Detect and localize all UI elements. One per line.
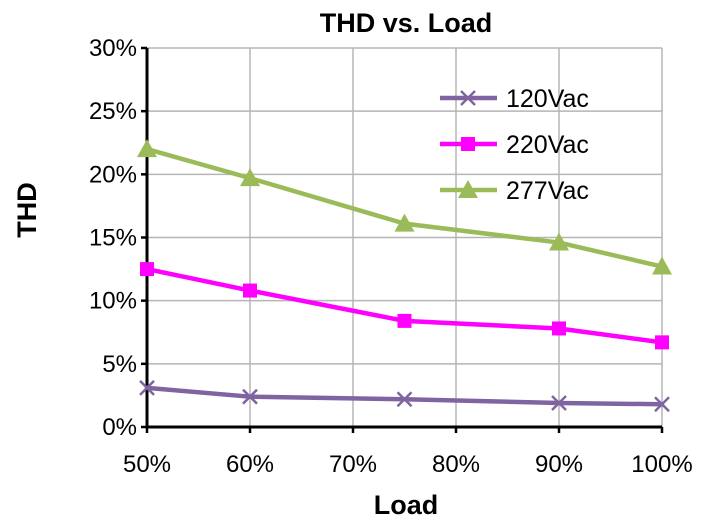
data-point-120vac [551,395,567,411]
series-line-120vac [144,385,665,407]
x-mark-stroke [139,379,155,396]
y-axis-title: THD [12,182,42,238]
series-line-220vac [144,266,665,345]
data-point-277vac [549,232,569,251]
y-tick-label: 5% [102,351,137,378]
series-line-277vac [144,146,665,269]
x-tick-label: 50% [123,451,171,478]
legend-label-120vac: 120Vac [506,85,589,113]
y-tick-label: 10% [89,288,137,315]
legend-entry-277vac: 277Vac [440,177,589,205]
series-120vac [139,379,670,413]
legend-entry-120vac: 120Vac [440,85,589,113]
legend-marker-220vac [461,137,475,151]
data-point-277vac [394,213,415,232]
legend: 120Vac 220Vac 277Vac [440,85,589,205]
series-277vac [137,139,672,275]
legend-marker-120vac [460,90,476,106]
y-tick-label: 25% [89,98,137,125]
data-point-277vac [652,256,672,275]
y-tick-label: 15% [89,225,137,252]
data-point-120vac [396,391,413,408]
x-tick-label: 100% [631,451,692,478]
x-mark-stroke [654,396,670,413]
data-point-277vac [137,139,157,158]
data-point-120vac [139,379,155,396]
y-tick-label: 20% [89,161,137,188]
series-220vac [140,262,669,350]
legend-label-277vac: 277Vac [506,177,589,205]
legend-marker-277vac [458,180,478,198]
x-mark-stroke [460,90,476,106]
x-tick-label: 90% [535,451,583,478]
grid-lines [147,47,663,427]
data-point-120vac [654,396,670,413]
data-point-120vac [242,388,258,405]
data-point-220vac [552,321,566,336]
data-point-220vac [140,262,154,277]
x-axis-title: Load [374,490,439,520]
series-layer [137,139,672,413]
x-mark-stroke [396,391,413,408]
data-point-277vac [240,168,260,187]
legend-entry-220vac: 220Vac [440,131,589,159]
tick-labels: 0% 5% 10% 15% 20% 25% 30% 50% 60% 70% 80% 90% 100% [89,35,693,478]
data-point-220vac [397,313,412,328]
x-tick-label: 70% [329,451,377,478]
data-point-220vac [243,283,257,298]
y-tick-label: 0% [102,414,137,441]
x-tick-label: 60% [226,451,274,478]
chart-title: THD vs. Load [320,8,493,38]
x-mark-stroke [551,395,567,411]
y-tick-label: 30% [89,35,137,62]
data-point-220vac [655,335,669,350]
x-mark-stroke [242,388,258,405]
axes [141,46,664,433]
x-tick-label: 80% [432,451,480,478]
legend-label-220vac: 220Vac [506,131,589,159]
